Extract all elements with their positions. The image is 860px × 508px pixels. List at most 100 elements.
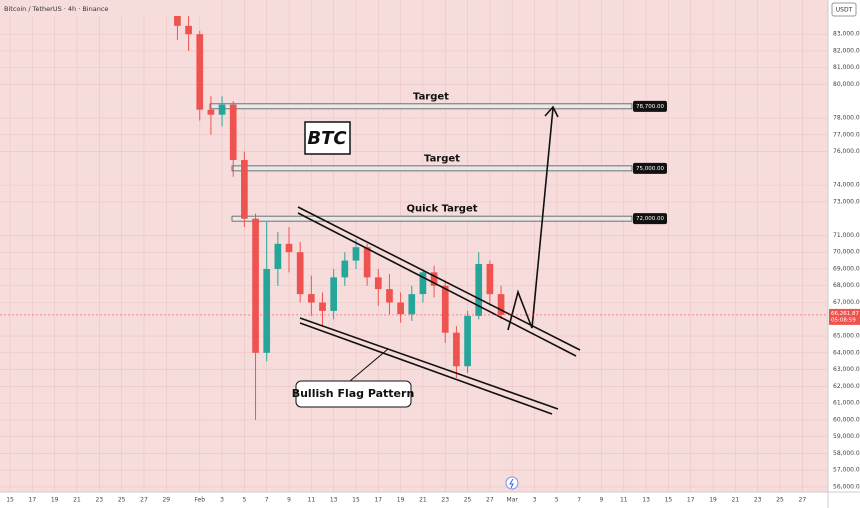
header	[0, 0, 200, 16]
arrow-head	[544, 105, 559, 118]
candle-body	[386, 289, 393, 303]
candle-body	[419, 272, 427, 295]
candle-body	[341, 260, 349, 278]
y-tick-label: 57,000.00	[833, 467, 860, 474]
countdown-label: 05:08:59	[831, 317, 856, 323]
target-price: 75,000.00	[636, 166, 664, 172]
y-tick-label: 80,000.00	[833, 81, 860, 88]
x-tick-label: 11	[308, 497, 316, 504]
candle-body	[475, 263, 483, 316]
bolt	[509, 478, 514, 489]
x-tick-label: 27	[799, 497, 807, 504]
x-tick-label: 5	[555, 497, 559, 504]
x-tick-label: 3	[533, 497, 537, 504]
x-tick-label: 15	[6, 497, 14, 504]
x-tick-label: 21	[732, 497, 740, 504]
y-tick-label: 60,000.00	[833, 416, 860, 423]
candle-body	[497, 294, 505, 315]
candle-body	[464, 315, 471, 367]
x-tick-label: 5	[242, 497, 246, 504]
y-tick-label: 77,000.00	[833, 131, 860, 138]
x-tick-label: 13	[642, 497, 650, 504]
candle-body	[218, 104, 226, 115]
x-tick-label: 25	[464, 497, 472, 504]
last-price-label: 66,261.87	[831, 311, 859, 317]
x-tick-label: 29	[162, 497, 170, 504]
x-tick-label: 9	[600, 497, 604, 504]
symbol-label: BTC	[307, 128, 347, 149]
replay-icon[interactable]	[505, 476, 519, 490]
x-tick-label: 27	[140, 497, 148, 504]
y-tick-label: 83,000.00	[833, 31, 860, 38]
candle-body	[397, 302, 404, 315]
flag-line	[299, 317, 559, 410]
x-tick-label: 15	[665, 497, 673, 504]
x-tick-label: 19	[51, 497, 59, 504]
price-axis	[828, 0, 860, 508]
y-tick-label: 73,000.00	[833, 198, 860, 205]
x-tick-label: 17	[687, 497, 695, 504]
candle-body	[453, 332, 460, 367]
candle-body	[441, 285, 449, 333]
flag-line	[299, 322, 553, 415]
x-tick-label: 3	[220, 497, 224, 504]
y-tick-label: 61,000.00	[833, 400, 860, 407]
candle-body	[296, 252, 304, 295]
drawings	[297, 105, 581, 415]
candle-body	[363, 247, 371, 278]
x-tick-label: 23	[754, 497, 762, 504]
last-price-tag	[829, 308, 860, 325]
currency-label: USDT	[836, 7, 853, 14]
target-price: 78,700.00	[636, 104, 664, 110]
target-zone	[231, 165, 633, 172]
candle-body	[241, 159, 248, 219]
target-zone	[209, 103, 633, 110]
callout-pointer	[349, 348, 389, 382]
y-tick-label: 63,000.00	[833, 366, 860, 373]
y-tick-label: 81,000.00	[833, 64, 860, 71]
candle-body	[229, 104, 237, 160]
target-tag	[633, 100, 667, 112]
candle-body	[307, 294, 315, 303]
candle-body	[185, 25, 192, 35]
candle-body	[486, 263, 494, 295]
y-tick-label: 58,000.00	[833, 450, 860, 457]
y-tick-label: 68,000.00	[833, 282, 860, 289]
y-tick-label: 82,000.00	[833, 47, 860, 54]
y-tick-label: 59,000.00	[833, 433, 860, 440]
y-tick-label: 74,000.00	[833, 182, 860, 189]
x-tick-label: 25	[776, 497, 784, 504]
target-tag	[633, 162, 667, 174]
target-label: Quick Target	[406, 204, 477, 215]
projection-arrow	[507, 107, 554, 331]
x-tick-label: 7	[265, 497, 269, 504]
x-tick-label: 21	[419, 497, 427, 504]
x-tick-label: Mar	[507, 497, 519, 504]
y-tick-label: 78,000.00	[833, 115, 860, 122]
candle-body	[430, 272, 438, 286]
currency-box	[831, 2, 857, 17]
target-label: Target	[413, 91, 449, 102]
y-tick-label: 76,000.00	[833, 148, 860, 155]
flag-line	[297, 206, 581, 351]
target-price: 72,000.00	[636, 216, 664, 222]
chart-title: Bitcoin / TetherUS · 4h · Binance	[4, 5, 108, 13]
x-tick-label: 23	[95, 497, 103, 504]
target-tag	[633, 213, 667, 225]
candle-body	[374, 277, 382, 290]
candle-body	[263, 268, 271, 353]
y-tick-label: 64,000.00	[833, 349, 860, 356]
candle-body	[330, 277, 338, 311]
x-tick-label: 23	[441, 497, 449, 504]
x-tick-label: 9	[287, 497, 291, 504]
y-tick-label: 69,000.00	[833, 265, 860, 272]
candle-body	[319, 302, 326, 311]
y-tick-label: 62,000.00	[833, 383, 860, 390]
y-tick-label: 71,000.00	[833, 232, 860, 239]
candle-body	[252, 218, 259, 353]
x-tick-label: 13	[330, 497, 338, 504]
x-tick-label: 11	[620, 497, 628, 504]
candle-body	[408, 294, 416, 315]
